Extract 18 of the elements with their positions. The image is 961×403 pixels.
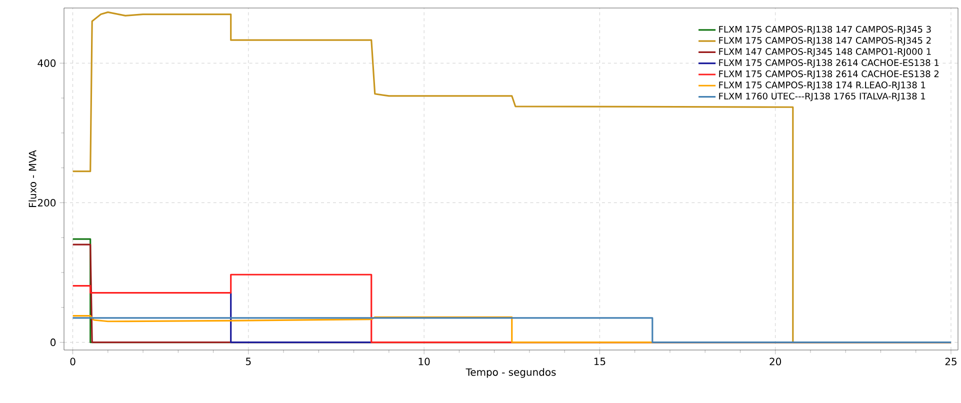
legend-label: FLXM 1760 UTEC---RJ138 1765 ITALVA-RJ138 1 [719, 92, 926, 102]
y-tick-label: 0 [50, 338, 56, 346]
legend-label: FLXM 175 CAMPOS-RJ138 2614 CACHOE-ES138 1 [719, 59, 939, 68]
x-tick-label: 15 [594, 358, 606, 366]
legend-label: FLXM 175 CAMPOS-RJ138 147 CAMPOS-RJ345 3 [719, 26, 931, 34]
x-tick-label: 10 [418, 358, 430, 366]
y-tick-label: 400 [38, 59, 56, 67]
y-tick-label: 200 [38, 198, 56, 206]
y-axis-title: Fluxo - MVA [28, 150, 36, 208]
legend-label: FLXM 175 CAMPOS-RJ138 174 R.LEAO-RJ138 1 [719, 82, 926, 90]
x-axis-title: Tempo - segundos [466, 368, 556, 378]
x-tick-label: 20 [770, 358, 782, 366]
legend-label: FLXM 147 CAMPOS-RJ345 148 CAMPO1-RJ000 1 [719, 48, 931, 57]
x-tick-label: 5 [246, 358, 251, 366]
legend-label: FLXM 175 CAMPOS-RJ138 147 CAMPOS-RJ345 2 [719, 37, 931, 46]
x-tick-label: 0 [70, 358, 76, 366]
x-tick-label: 25 [945, 358, 956, 366]
legend-label: FLXM 175 CAMPOS-RJ138 2614 CACHOE-ES138 2 [719, 70, 938, 79]
